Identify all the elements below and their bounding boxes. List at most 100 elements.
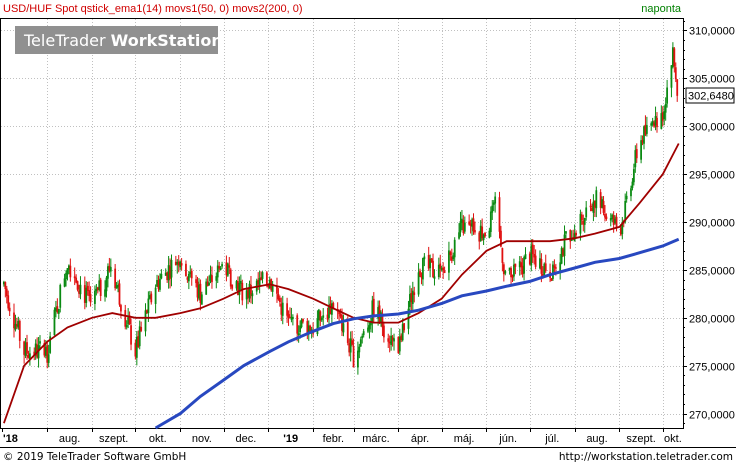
- candle-down: [150, 293, 153, 303]
- candle-down: [206, 281, 209, 287]
- candle-up: [573, 233, 576, 242]
- candle-up: [156, 280, 158, 287]
- candle-up: [14, 323, 17, 330]
- candle-down: [146, 310, 148, 313]
- candle-up: [453, 239, 456, 258]
- candle-up: [552, 264, 554, 279]
- candle-up: [601, 199, 603, 208]
- candle-up: [369, 322, 372, 326]
- candle-up: [291, 316, 294, 320]
- candle-down: [569, 230, 572, 242]
- candle-up: [518, 261, 521, 268]
- candle-down: [580, 214, 583, 221]
- candle-up: [663, 111, 666, 120]
- candle-up: [216, 265, 219, 278]
- candle-up: [458, 232, 460, 239]
- x-tick-label: '18: [3, 433, 18, 445]
- ma50-line[interactable]: [3, 143, 680, 424]
- candle-up: [2, 281, 5, 285]
- candle-down: [23, 341, 26, 355]
- candle-up: [94, 290, 96, 304]
- candle-down: [83, 285, 86, 303]
- candle-down: [174, 261, 177, 266]
- watermark-product: WorkStation: [111, 31, 223, 50]
- candle-up: [68, 265, 70, 270]
- candle-down: [267, 284, 270, 288]
- candle-down: [474, 230, 476, 233]
- website-link[interactable]: http://workstation.teletrader.com: [559, 451, 733, 463]
- candle-up: [448, 250, 450, 273]
- candle-up: [491, 205, 494, 213]
- candle-up: [440, 267, 443, 271]
- candle-up: [290, 317, 293, 320]
- header-bar: [0, 0, 736, 18]
- y-tick-label: 305,0000: [689, 74, 735, 86]
- candle-down: [593, 200, 596, 208]
- candle-down: [450, 256, 453, 261]
- candle-up: [258, 277, 261, 286]
- candle-down: [13, 312, 15, 329]
- candle-down: [391, 337, 394, 340]
- candle-up: [189, 271, 192, 275]
- candle-up: [179, 261, 182, 268]
- candle-up: [380, 312, 382, 324]
- ma200-line[interactable]: [154, 237, 680, 430]
- plot-area[interactable]: [0, 18, 684, 429]
- candle-down: [277, 294, 280, 300]
- candle-down: [562, 249, 564, 256]
- candle-up: [147, 298, 150, 314]
- candle-up: [361, 335, 364, 339]
- candle-up: [670, 65, 673, 88]
- candle-down: [420, 275, 423, 278]
- y-axis: 270,0000 275,0000 280,0000 285,0000 290,0000…: [683, 21, 735, 424]
- grid: [1, 19, 683, 428]
- candle-up: [513, 264, 515, 277]
- candle-down: [346, 322, 349, 343]
- candle-down: [76, 281, 79, 290]
- candle-up: [494, 196, 497, 204]
- candle-up: [79, 284, 82, 295]
- candle-down: [419, 270, 421, 276]
- candle-down: [89, 294, 92, 303]
- candle-down: [130, 325, 132, 345]
- candle-up: [645, 125, 648, 134]
- candle-down: [387, 338, 390, 342]
- candle-up: [104, 289, 106, 297]
- candle-up: [482, 234, 485, 240]
- candle-up: [307, 325, 310, 334]
- y-tick-label: 280,0000: [689, 314, 735, 326]
- candle-up: [342, 323, 345, 333]
- candle-up: [595, 190, 598, 209]
- candle-down: [137, 336, 140, 347]
- candle-up: [299, 325, 301, 333]
- candle-up: [271, 284, 274, 292]
- candle-up: [401, 324, 404, 341]
- candle-down: [306, 321, 309, 336]
- x-tick-label: ápr.: [411, 433, 429, 445]
- candle-up: [666, 87, 669, 104]
- candle-up: [583, 217, 586, 225]
- candle-up: [251, 293, 254, 297]
- candle-up: [398, 336, 401, 352]
- candle-up: [85, 287, 88, 303]
- candle-up: [63, 278, 66, 287]
- candle-up: [579, 213, 582, 234]
- candle-up: [489, 211, 492, 232]
- candle-up: [300, 319, 303, 328]
- x-tick-label: okt.: [664, 433, 682, 445]
- y-tick-label: 270,0000: [689, 410, 735, 422]
- candle-up: [621, 221, 624, 235]
- y-tick-label: 310,0000: [689, 26, 735, 38]
- candle-up: [664, 103, 667, 113]
- candle-up: [144, 310, 147, 332]
- candle-up: [261, 272, 264, 279]
- candle-down: [27, 355, 30, 358]
- x-tick-label: jún.: [498, 433, 517, 445]
- candle-up: [55, 307, 57, 312]
- candle-down: [674, 67, 677, 80]
- candle-down: [403, 323, 406, 331]
- candle-down: [351, 340, 354, 345]
- candle-up: [625, 195, 628, 200]
- candle-down: [510, 268, 512, 278]
